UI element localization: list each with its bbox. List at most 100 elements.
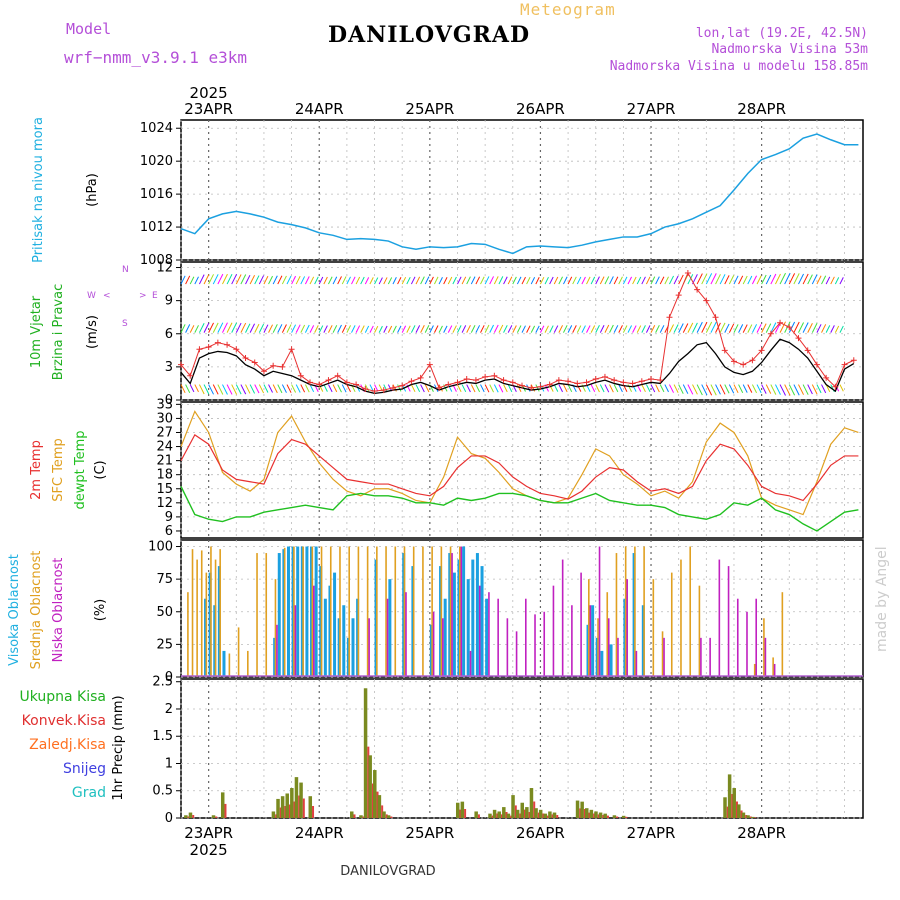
wind-barb bbox=[268, 384, 273, 393]
wind-barb bbox=[461, 276, 467, 285]
wind-barb bbox=[701, 321, 708, 333]
y-tick-label: 1008 bbox=[140, 253, 173, 268]
precip-convective-bar bbox=[537, 812, 540, 818]
wind-barb bbox=[480, 384, 485, 393]
wind-barb bbox=[217, 384, 224, 395]
wind-barb bbox=[779, 272, 786, 285]
precip-bar bbox=[612, 815, 617, 818]
wind-barb bbox=[834, 325, 840, 333]
precip-bar bbox=[373, 770, 377, 818]
wind-gust-marker bbox=[721, 347, 728, 354]
wind-barb bbox=[245, 384, 251, 394]
wind-gust-marker bbox=[343, 379, 350, 386]
cloud-bar bbox=[366, 546, 369, 677]
wind-barb bbox=[549, 384, 554, 392]
wind-barb bbox=[457, 325, 462, 333]
wind-barb bbox=[549, 325, 554, 333]
wind-barb bbox=[682, 384, 689, 394]
wind-barb bbox=[553, 276, 559, 285]
wind-barb bbox=[692, 384, 698, 395]
precip-bar bbox=[497, 811, 501, 818]
cloud-bar bbox=[305, 546, 309, 677]
wind-barb bbox=[724, 384, 730, 394]
wind-speed-line bbox=[180, 338, 855, 395]
cloud-bar bbox=[506, 618, 509, 677]
wind-barb bbox=[567, 384, 573, 393]
precip-convective-bar bbox=[302, 798, 305, 818]
cloud-bar bbox=[329, 546, 332, 677]
wind-gust-marker bbox=[242, 355, 249, 362]
wind-gust-marker bbox=[399, 382, 406, 389]
cloud-bar bbox=[302, 546, 304, 677]
cloud-bar bbox=[634, 546, 636, 677]
wind-gust-marker bbox=[519, 382, 525, 389]
wind-barb bbox=[185, 275, 191, 285]
wind-barb bbox=[443, 277, 448, 285]
wind-gust-marker bbox=[611, 377, 618, 384]
cloud-bar bbox=[561, 559, 564, 677]
wind-gust-marker bbox=[417, 374, 424, 381]
wind-barb bbox=[761, 274, 767, 285]
precip-convective-bar bbox=[496, 813, 499, 818]
precip-bar bbox=[727, 774, 732, 818]
wind-barb bbox=[567, 276, 573, 285]
cloud-bar bbox=[274, 579, 277, 677]
precip-bar bbox=[575, 800, 580, 818]
precip-legend-1: Konvek.Kisa bbox=[22, 713, 106, 729]
wind-barb bbox=[397, 325, 402, 333]
wind-gust-marker bbox=[224, 341, 231, 348]
y-tick-label: 24 bbox=[156, 440, 173, 455]
lonlat-label: lon,lat (19.2E, 42.5N) bbox=[695, 26, 868, 41]
cloud-bar bbox=[736, 598, 739, 677]
wind-barb bbox=[811, 384, 818, 395]
wind-gust-marker bbox=[509, 379, 516, 386]
wind-barb bbox=[415, 325, 421, 333]
precip-convective-bar bbox=[353, 814, 356, 818]
wind-gust-marker bbox=[730, 358, 737, 365]
wind-barb bbox=[687, 384, 694, 395]
pressure-label: Pritisak na nivou mora bbox=[31, 117, 46, 263]
wind-barb bbox=[387, 325, 393, 333]
precip-convective-bar bbox=[284, 806, 287, 818]
precip-bar bbox=[548, 811, 552, 818]
precip-convective-bar bbox=[298, 795, 301, 818]
precip-bar bbox=[460, 801, 465, 818]
wind-barb bbox=[406, 325, 411, 333]
wind-barb bbox=[314, 276, 319, 285]
wind-gust-marker bbox=[325, 377, 332, 384]
wind-barb bbox=[249, 384, 256, 394]
wind-barb bbox=[337, 384, 342, 393]
wind-barb bbox=[659, 384, 665, 393]
wind-gust-marker bbox=[408, 378, 415, 385]
cloud-bar bbox=[452, 572, 456, 677]
precip-bar bbox=[525, 807, 529, 818]
precip-convective-bar bbox=[381, 805, 384, 818]
precip-convective-bar bbox=[533, 801, 536, 818]
cloud-bar bbox=[488, 592, 490, 677]
precip-bar bbox=[589, 809, 594, 818]
wind-barb bbox=[728, 384, 735, 394]
wind-barb bbox=[457, 276, 462, 285]
wind-barb bbox=[738, 384, 744, 394]
precip-bar bbox=[350, 811, 354, 818]
date-label-top: 25APR bbox=[405, 100, 454, 118]
cloud-bar bbox=[624, 546, 627, 677]
cloud-bar bbox=[615, 553, 618, 677]
precip-bar bbox=[520, 802, 524, 818]
t2m-label: 2m Temp bbox=[29, 440, 44, 500]
wind-barb bbox=[728, 275, 735, 285]
wind-barb bbox=[457, 384, 462, 393]
wind-gust-marker bbox=[684, 270, 691, 277]
pressure-series-line bbox=[180, 133, 859, 255]
wind-barb bbox=[553, 325, 559, 333]
wind-barb bbox=[318, 325, 324, 333]
precip-convective-bar bbox=[464, 809, 467, 818]
wind-barb bbox=[747, 324, 753, 333]
t2m-temp-line bbox=[180, 433, 859, 502]
wind-barb bbox=[309, 276, 315, 285]
precip-bar bbox=[529, 788, 534, 818]
precip-legend-2: Zaledj.Kisa bbox=[29, 737, 106, 753]
wind-barb bbox=[784, 272, 791, 285]
precip-bar bbox=[538, 809, 543, 818]
cloud-bar bbox=[773, 663, 776, 677]
